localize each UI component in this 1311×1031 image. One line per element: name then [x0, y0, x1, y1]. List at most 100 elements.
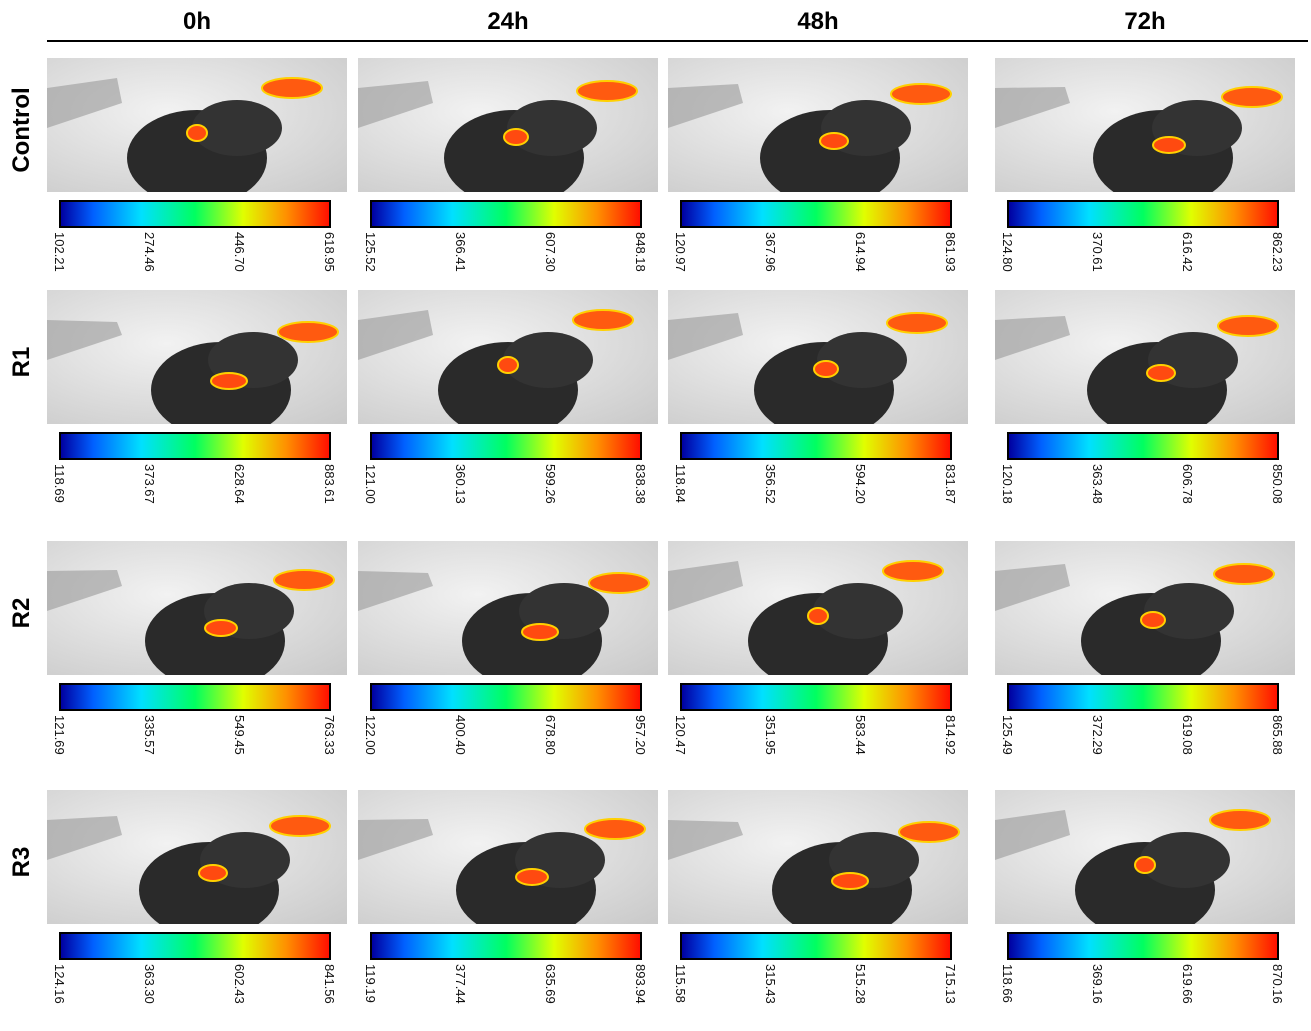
scale-label: 619.08: [1180, 715, 1195, 755]
row-label: R1: [8, 292, 36, 432]
mouse-drawing: [358, 541, 658, 675]
mouse-drawing: [995, 58, 1295, 192]
scale-label: 848.18: [633, 232, 648, 272]
mouse-drawing: [668, 290, 968, 424]
mouse-image: [668, 790, 968, 924]
color-scale: [1007, 200, 1279, 228]
mouse-drawing: [47, 58, 347, 192]
mouse-image: [995, 58, 1295, 192]
mouse-drawing: [995, 541, 1295, 675]
column-header: 24h: [448, 8, 568, 36]
color-scale: [59, 683, 331, 711]
mouse-drawing: [47, 541, 347, 675]
scale-label: 121.69: [52, 715, 67, 755]
mouse-drawing: [47, 790, 347, 924]
row-label: R2: [8, 543, 36, 683]
scale-label: 606.78: [1180, 464, 1195, 504]
scale-label: 120.18: [1000, 464, 1015, 504]
scale-label: 583.44: [853, 715, 868, 755]
scale-label: 594.20: [853, 464, 868, 504]
color-scale: [59, 200, 331, 228]
color-scale: [370, 432, 642, 460]
color-scale: [680, 200, 952, 228]
scale-label: 366.41: [453, 232, 468, 272]
mouse-drawing: [995, 290, 1295, 424]
color-scale: [1007, 932, 1279, 960]
scale-label: 599.26: [543, 464, 558, 504]
scale-label: 118.69: [52, 464, 67, 503]
scale-label: 119.19: [363, 964, 378, 1003]
color-scale: [370, 683, 642, 711]
mouse-image: [668, 541, 968, 675]
mouse-drawing: [668, 58, 968, 192]
scale-label: 515.28: [853, 964, 868, 1004]
color-scale: [370, 200, 642, 228]
color-scale: [680, 432, 952, 460]
color-scale: [59, 432, 331, 460]
column-header: 0h: [137, 8, 257, 36]
color-scale: [680, 683, 952, 711]
color-scale: [370, 932, 642, 960]
scale-label: 400.40: [453, 715, 468, 755]
scale-label: 121.00: [363, 464, 378, 504]
scale-label: 360.13: [453, 464, 468, 504]
scale-label: 614.94: [853, 232, 868, 272]
scale-label: 635.69: [543, 964, 558, 1004]
scale-label: 373.67: [142, 464, 157, 504]
scale-label: 118.84: [673, 464, 688, 503]
mouse-image: [358, 58, 658, 192]
column-header: 48h: [758, 8, 878, 36]
scale-label: 315.43: [763, 964, 778, 1004]
mouse-drawing: [47, 290, 347, 424]
scale-label: 124.16: [52, 964, 67, 1004]
scale-label: 893.94: [633, 964, 648, 1004]
mouse-image: [668, 290, 968, 424]
scale-label: 120.47: [673, 715, 688, 755]
mouse-drawing: [668, 541, 968, 675]
color-scale: [680, 932, 952, 960]
scale-label: 125.49: [1000, 715, 1015, 755]
scale-label: 850.08: [1270, 464, 1285, 504]
scale-label: 616.42: [1180, 232, 1195, 272]
scale-label: 957.20: [633, 715, 648, 755]
scale-label: 861.93: [943, 232, 958, 272]
column-header: 72h: [1085, 8, 1205, 36]
mouse-image: [358, 541, 658, 675]
mouse-image: [995, 290, 1295, 424]
scale-label: 831.87: [943, 464, 958, 504]
scale-label: 814.92: [943, 715, 958, 755]
scale-label: 883.61: [322, 464, 337, 504]
mouse-image: [47, 58, 347, 192]
row-label: Control: [8, 60, 36, 200]
scale-label: 356.52: [763, 464, 778, 504]
scale-label: 715.13: [943, 964, 958, 1004]
scale-label: 865.88: [1270, 715, 1285, 755]
mouse-drawing: [668, 790, 968, 924]
header-rule: [47, 40, 1308, 42]
scale-label: 446.70: [232, 232, 247, 272]
scale-label: 369.16: [1090, 964, 1105, 1004]
scale-label: 607.30: [543, 232, 558, 272]
scale-label: 841.56: [322, 964, 337, 1004]
scale-label: 274.46: [142, 232, 157, 272]
scale-label: 367.96: [763, 232, 778, 272]
mouse-image: [668, 58, 968, 192]
mouse-drawing: [358, 58, 658, 192]
scale-label: 363.48: [1090, 464, 1105, 504]
scale-label: 619.66: [1180, 964, 1195, 1004]
mouse-drawing: [995, 790, 1295, 924]
scale-label: 363.30: [142, 964, 157, 1004]
scale-label: 102.21: [52, 232, 67, 272]
mouse-image: [47, 541, 347, 675]
scale-label: 838.38: [633, 464, 648, 504]
color-scale: [1007, 432, 1279, 460]
scale-label: 351.95: [763, 715, 778, 755]
scale-label: 870.16: [1270, 964, 1285, 1004]
scale-label: 628.64: [232, 464, 247, 504]
color-scale: [1007, 683, 1279, 711]
figure: (() => { const data = JSON.parse(documen…: [0, 0, 1311, 1031]
row-label: R3: [8, 792, 36, 932]
mouse-image: [47, 790, 347, 924]
scale-label: 122.00: [363, 715, 378, 755]
scale-label: 862.23: [1270, 232, 1285, 272]
